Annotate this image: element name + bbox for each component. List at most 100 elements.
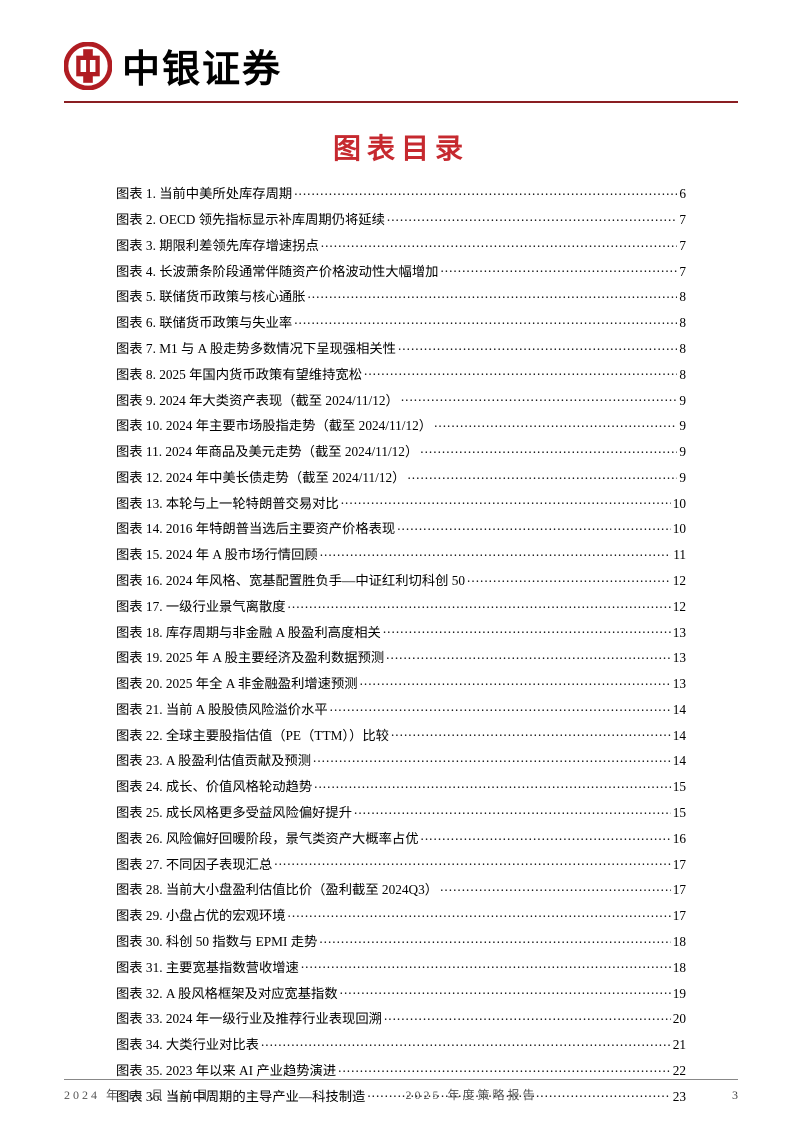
toc-line: 图表 18. 库存周期与非金融 A 股盈利高度相关 13 (116, 623, 686, 639)
toc-leader-dots (341, 494, 671, 507)
toc-line: 图表 35. 2023 年以来 AI 产业趋势演进22 (116, 1062, 686, 1078)
toc-entry-label: 图表 6. 联储货币政策与失业率 (116, 316, 292, 329)
toc-line: 图表 30. 科创 50 指数与 EPMI 走势 18 (116, 933, 686, 949)
toc-leader-dots (398, 340, 677, 353)
toc-entry-page: 18 (673, 961, 686, 974)
toc-entry-page: 10 (673, 522, 686, 535)
toc-line: 图表 13. 本轮与上一轮特朗普交易对比10 (116, 494, 686, 510)
toc-line: 图表 16. 2024 年风格、宽基配置胜负手—中证红利切科创 5012 (116, 572, 686, 588)
toc-leader-dots (401, 391, 678, 404)
toc-entry-label: 图表 29. 小盘占优的宏观环境 (116, 909, 286, 922)
toc-line: 图表 34. 大类行业对比表21 (116, 1036, 686, 1052)
toc-entry-label: 图表 9. 2024 年大类资产表现（截至 2024/11/12） (116, 394, 399, 407)
toc-entry-label: 图表 3. 期限利差领先库存增速拐点 (116, 239, 319, 252)
toc-line: 图表 7. M1 与 A 股走势多数情况下呈现强相关性8 (116, 340, 686, 356)
toc-entry-label: 图表 34. 大类行业对比表 (116, 1038, 259, 1051)
toc-leader-dots (354, 804, 671, 817)
toc-entry-label: 图表 5. 联储货币政策与核心通胀 (116, 290, 305, 303)
toc-entry-page: 12 (673, 574, 686, 587)
toc-entry-label: 图表 17. 一级行业景气离散度 (116, 600, 286, 613)
toc-line: 图表 32. A 股风格框架及对应宽基指数 19 (116, 984, 686, 1000)
toc-entry-page: 7 (679, 239, 686, 252)
toc-line: 图表 21. 当前 A 股股债风险溢价水平14 (116, 701, 686, 717)
toc-entry-page: 12 (673, 600, 686, 613)
toc-entry-label: 图表 12. 2024 年中美长债走势（截至 2024/11/12） (116, 471, 405, 484)
toc-entry-page: 14 (673, 754, 686, 767)
toc-entry-page: 16 (673, 832, 686, 845)
toc-line: 图表 28. 当前大小盘盈利估值比价（盈利截至 2024Q3） 17 (116, 881, 686, 897)
toc-entry-label: 图表 32. A 股风格框架及对应宽基指数 (116, 987, 338, 1000)
toc-line: 图表 29. 小盘占优的宏观环境17 (116, 907, 686, 923)
toc-entry-label: 图表 19. 2025 年 A 股主要经济及盈利数据预测 (116, 651, 384, 664)
toc-entry-label: 图表 24. 成长、价值风格轮动趋势 (116, 780, 312, 793)
toc-leader-dots (420, 443, 677, 456)
toc-entry-page: 8 (679, 316, 686, 329)
toc-line: 图表 24. 成长、价值风格轮动趋势 15 (116, 778, 686, 794)
toc-entry-label: 图表 25. 成长风格更多受益风险偏好提升 (116, 806, 352, 819)
toc-entry-page: 18 (673, 935, 686, 948)
toc-entry-label: 图表 18. 库存周期与非金融 A 股盈利高度相关 (116, 626, 381, 639)
toc-entry-label: 图表 2. OECD 领先指标显示补库周期仍将延续 (116, 213, 385, 226)
toc-entry-label: 图表 7. M1 与 A 股走势多数情况下呈现强相关性 (116, 342, 396, 355)
toc-leader-dots (319, 933, 670, 946)
toc-entry-page: 14 (673, 729, 686, 742)
toc-line: 图表 15. 2024 年 A 股市场行情回顾11 (116, 546, 686, 562)
toc-line: 图表 6. 联储货币政策与失业率 8 (116, 314, 686, 330)
toc-entry-page: 9 (679, 471, 686, 484)
toc-entry-label: 图表 30. 科创 50 指数与 EPMI 走势 (116, 935, 317, 948)
toc-line: 图表 9. 2024 年大类资产表现（截至 2024/11/12） 9 (116, 391, 686, 407)
toc-leader-dots (261, 1036, 671, 1049)
toc-entry-label: 图表 21. 当前 A 股股债风险溢价水平 (116, 703, 328, 716)
toc-entry-page: 7 (679, 265, 686, 278)
toc-leader-dots (440, 881, 671, 894)
toc-entry-label: 图表 20. 2025 年全 A 非金融盈利增速预测 (116, 677, 358, 690)
toc-entry-label: 图表 27. 不同因子表现汇总 (116, 858, 272, 871)
toc-line: 图表 22. 全球主要股指估值（PE（TTM））比较 14 (116, 726, 686, 742)
toc-leader-dots (340, 984, 671, 997)
toc-entry-label: 图表 33. 2024 年一级行业及推荐行业表现回溯 (116, 1012, 382, 1025)
toc-line: 图表 5. 联储货币政策与核心通胀 8 (116, 288, 686, 304)
toc-line: 图表 33. 2024 年一级行业及推荐行业表现回溯 20 (116, 1010, 686, 1026)
header: 中银证券 (64, 38, 738, 99)
toc-line: 图表 4. 长波萧条阶段通常伴随资产价格波动性大幅增加7 (116, 262, 686, 278)
toc-entry-page: 19 (673, 987, 686, 1000)
toc-leader-dots (288, 598, 671, 611)
toc-line: 图表 27. 不同因子表现汇总17 (116, 855, 686, 871)
toc-line: 图表 2. OECD 领先指标显示补库周期仍将延续7 (116, 211, 686, 227)
toc-line: 图表 26. 风险偏好回暖阶段，景气类资产大概率占优16 (116, 830, 686, 846)
toc-leader-dots (360, 675, 671, 688)
toc-entry-label: 图表 1. 当前中美所处库存周期 (116, 187, 292, 200)
toc-leader-dots (274, 855, 670, 868)
toc-entry-label: 图表 8. 2025 年国内货币政策有望维持宽松 (116, 368, 362, 381)
toc-leader-dots (383, 623, 671, 636)
footer-date: 2024 年 12 月 16 日 (64, 1086, 211, 1103)
toc-leader-dots (407, 469, 677, 482)
toc-leader-dots (321, 237, 678, 250)
toc-entry-page: 9 (679, 445, 686, 458)
toc-entry-page: 15 (673, 780, 686, 793)
toc-entry-label: 图表 22. 全球主要股指估值（PE（TTM））比较 (116, 729, 389, 742)
footer-row: 2024 年 12 月 16 日 2025 年度策略报告 3 (64, 1086, 738, 1103)
toc-entry-label: 图表 13. 本轮与上一轮特朗普交易对比 (116, 497, 339, 510)
brand-name: 中银证券 (122, 38, 282, 93)
toc-leader-dots (421, 830, 671, 843)
toc-leader-dots (294, 314, 677, 327)
toc-entry-label: 图表 10. 2024 年主要市场股指走势（截至 2024/11/12） (116, 419, 432, 432)
header-rule (64, 101, 738, 103)
toc-line: 图表 10. 2024 年主要市场股指走势（截至 2024/11/12） 9 (116, 417, 686, 433)
toc-entry-page: 8 (679, 290, 686, 303)
toc-entry-label: 图表 28. 当前大小盘盈利估值比价（盈利截至 2024Q3） (116, 883, 438, 896)
toc-leader-dots (313, 752, 671, 765)
toc-leader-dots (288, 907, 671, 920)
toc-entry-page: 15 (673, 806, 686, 819)
toc-entry-page: 20 (673, 1012, 686, 1025)
toc-entry-label: 图表 11. 2024 年商品及美元走势（截至 2024/11/12） (116, 445, 418, 458)
toc-entry-page: 6 (679, 187, 686, 200)
toc-leader-dots (387, 211, 677, 224)
toc-entry-page: 13 (673, 677, 686, 690)
toc-entry-page: 9 (679, 394, 686, 407)
toc-entry-page: 13 (673, 626, 686, 639)
toc-leader-dots (397, 520, 670, 533)
toc-entry-page: 17 (673, 883, 686, 896)
toc-entry-page: 9 (679, 419, 686, 432)
